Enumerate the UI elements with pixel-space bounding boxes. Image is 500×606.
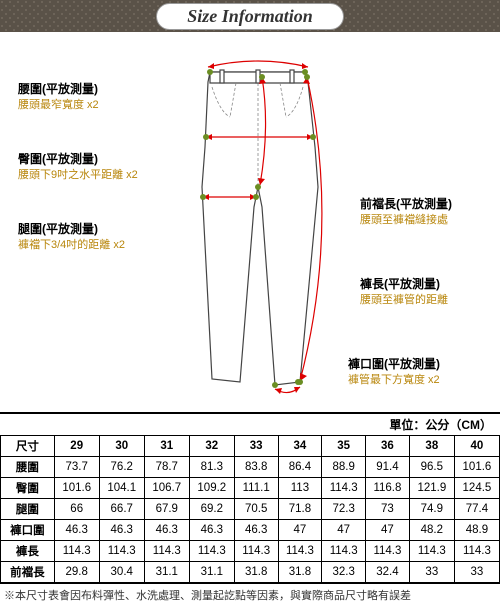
table-header-size: 33 [234,436,278,457]
table-row: 腿圍6666.767.969.270.571.872.37374.977.4 [1,499,500,520]
label-thigh: 腿圍(平放測量)褲襠下3/4吋的距離 x2 [18,222,125,252]
table-row: 褲口圍46.346.346.346.346.347474748.248.9 [1,520,500,541]
table-header-size: 35 [322,436,366,457]
header-band: Size Information [0,0,500,32]
table-row: 臀圍101.6104.1106.7109.2111.1113114.3116.8… [1,478,500,499]
table-header-size: 34 [278,436,322,457]
pants-illustration [170,57,370,407]
table-row: 褲長114.3114.3114.3114.3114.3114.3114.3114… [1,541,500,562]
table-header-size: 38 [409,436,454,457]
label-waist: 腰圍(平放測量)腰頭最窄寬度 x2 [18,82,99,112]
table-header-size: 36 [366,436,410,457]
table-header-size: 40 [454,436,499,457]
label-hem: 褲口圍(平放測量)褲管最下方寬度 x2 [348,357,440,387]
label-hip: 臀圍(平放測量)腰頭下9吋之水平距離 x2 [18,152,138,182]
label-rise: 前襠長(平放測量)腰頭至褲襠縫接處 [360,197,452,227]
unit-label: 單位：公分（CM） [0,412,500,435]
table-header-size: 29 [54,436,99,457]
size-table: 尺寸29303132333435363840 腰圍73.776.278.781.… [0,435,500,583]
table-header-size: 31 [144,436,189,457]
table-header-size: 30 [99,436,144,457]
table-row: 前襠長29.830.431.131.131.831.832.332.43333 [1,562,500,583]
table-row: 腰圍73.776.278.781.383.886.488.991.496.510… [1,457,500,478]
diagram: 腰圍(平放測量)腰頭最窄寬度 x2 臀圍(平放測量)腰頭下9吋之水平距離 x2 … [0,32,500,412]
label-length: 褲長(平放測量)腰頭至褲管的距離 [360,277,448,307]
page-title: Size Information [156,3,344,30]
table-header-col: 尺寸 [1,436,55,457]
table-header-size: 32 [189,436,234,457]
footnote: ※本尺寸表會因布料彈性、水洗處理、測量起訖點等因素，與實際商品尺寸略有誤差 [0,583,500,606]
